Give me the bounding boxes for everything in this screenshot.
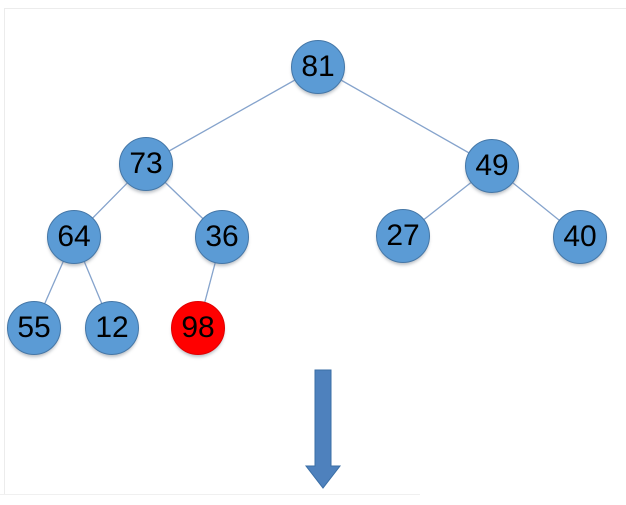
tree-node-36: 36 xyxy=(195,210,249,264)
tree-node-98: 98 xyxy=(171,301,225,355)
tree-node-27: 27 xyxy=(376,209,430,263)
slide-border-left xyxy=(4,8,5,495)
tree-node-12: 12 xyxy=(85,301,139,355)
tree-edge-81-73 xyxy=(145,66,319,165)
tree-node-81: 81 xyxy=(291,40,345,94)
tree-node-73: 73 xyxy=(119,137,173,191)
tree-edge-81-49 xyxy=(317,66,493,167)
tree-node-64: 64 xyxy=(47,210,101,264)
tree-node-55: 55 xyxy=(7,301,61,355)
down-arrow-icon xyxy=(304,369,342,489)
slide-border-top xyxy=(4,8,626,9)
tree-node-40: 40 xyxy=(553,210,607,264)
slide-border-bottom xyxy=(0,494,420,495)
tree-node-49: 49 xyxy=(465,139,519,193)
